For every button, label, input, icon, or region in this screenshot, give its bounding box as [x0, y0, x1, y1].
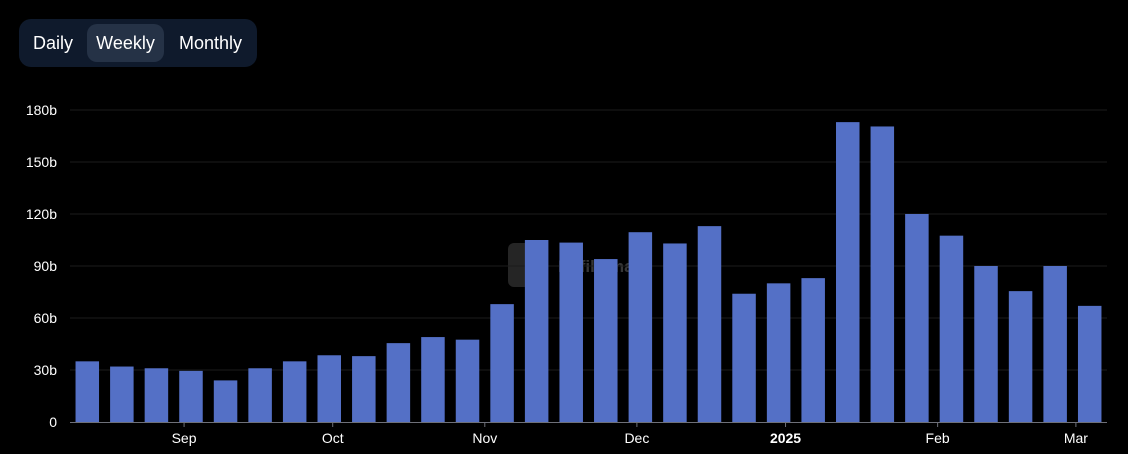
x-tick-label: Sep [172, 430, 197, 446]
bars [75, 122, 1102, 422]
bar[interactable] [835, 122, 860, 422]
y-tick-label: 30b [34, 362, 58, 378]
bar[interactable] [455, 339, 480, 422]
y-tick-label: 0 [49, 414, 57, 430]
bar[interactable] [559, 242, 583, 422]
bar[interactable] [524, 240, 549, 422]
bar[interactable] [421, 337, 445, 422]
interval-toggle-group: Daily Weekly Monthly [19, 19, 257, 67]
x-tick-label: Dec [624, 430, 649, 446]
bar[interactable] [1008, 291, 1033, 422]
bar[interactable] [75, 361, 100, 422]
x-tick-label: Mar [1064, 430, 1088, 446]
bar[interactable] [594, 259, 618, 422]
x-tick-label: Feb [926, 430, 950, 446]
bar[interactable] [248, 368, 272, 422]
y-tick-label: 180b [26, 102, 57, 118]
bar[interactable] [282, 361, 307, 422]
bar[interactable] [905, 214, 929, 422]
monthly-toggle-button[interactable]: Monthly [178, 33, 243, 53]
weekly-toggle-button[interactable]: Weekly [87, 24, 164, 62]
bar[interactable] [179, 370, 203, 422]
bar[interactable] [870, 126, 895, 422]
bar[interactable] [939, 235, 964, 422]
bar[interactable] [1043, 266, 1067, 422]
y-tick-label: 150b [26, 154, 57, 170]
bar[interactable] [213, 380, 238, 422]
y-tick-label: 120b [26, 206, 57, 222]
y-tick-label: 60b [34, 310, 58, 326]
x-tick-label: Oct [322, 430, 344, 446]
bar[interactable] [663, 243, 687, 422]
bar[interactable] [110, 366, 134, 422]
bar[interactable] [974, 266, 998, 422]
bar[interactable] [628, 232, 653, 422]
bar[interactable] [490, 304, 514, 422]
axes: 0 30b 60b 90b 120b 150b 180b Sep Oct Nov Dec 2025 Fe… [26, 102, 1107, 446]
bar[interactable] [144, 368, 169, 422]
bar[interactable] [732, 293, 756, 422]
bar[interactable] [386, 343, 411, 422]
bar[interactable] [1077, 305, 1102, 422]
bar[interactable] [317, 355, 342, 422]
daily-toggle-button[interactable]: Daily [32, 33, 73, 53]
bar[interactable] [352, 356, 376, 422]
bar[interactable] [801, 278, 825, 422]
bar[interactable] [697, 226, 722, 422]
grid-lines [70, 109, 1107, 371]
x-tick-label: 2025 [770, 430, 801, 446]
y-tick-label: 90b [34, 258, 58, 274]
x-tick-label: Nov [472, 430, 497, 446]
bar[interactable] [766, 283, 791, 422]
